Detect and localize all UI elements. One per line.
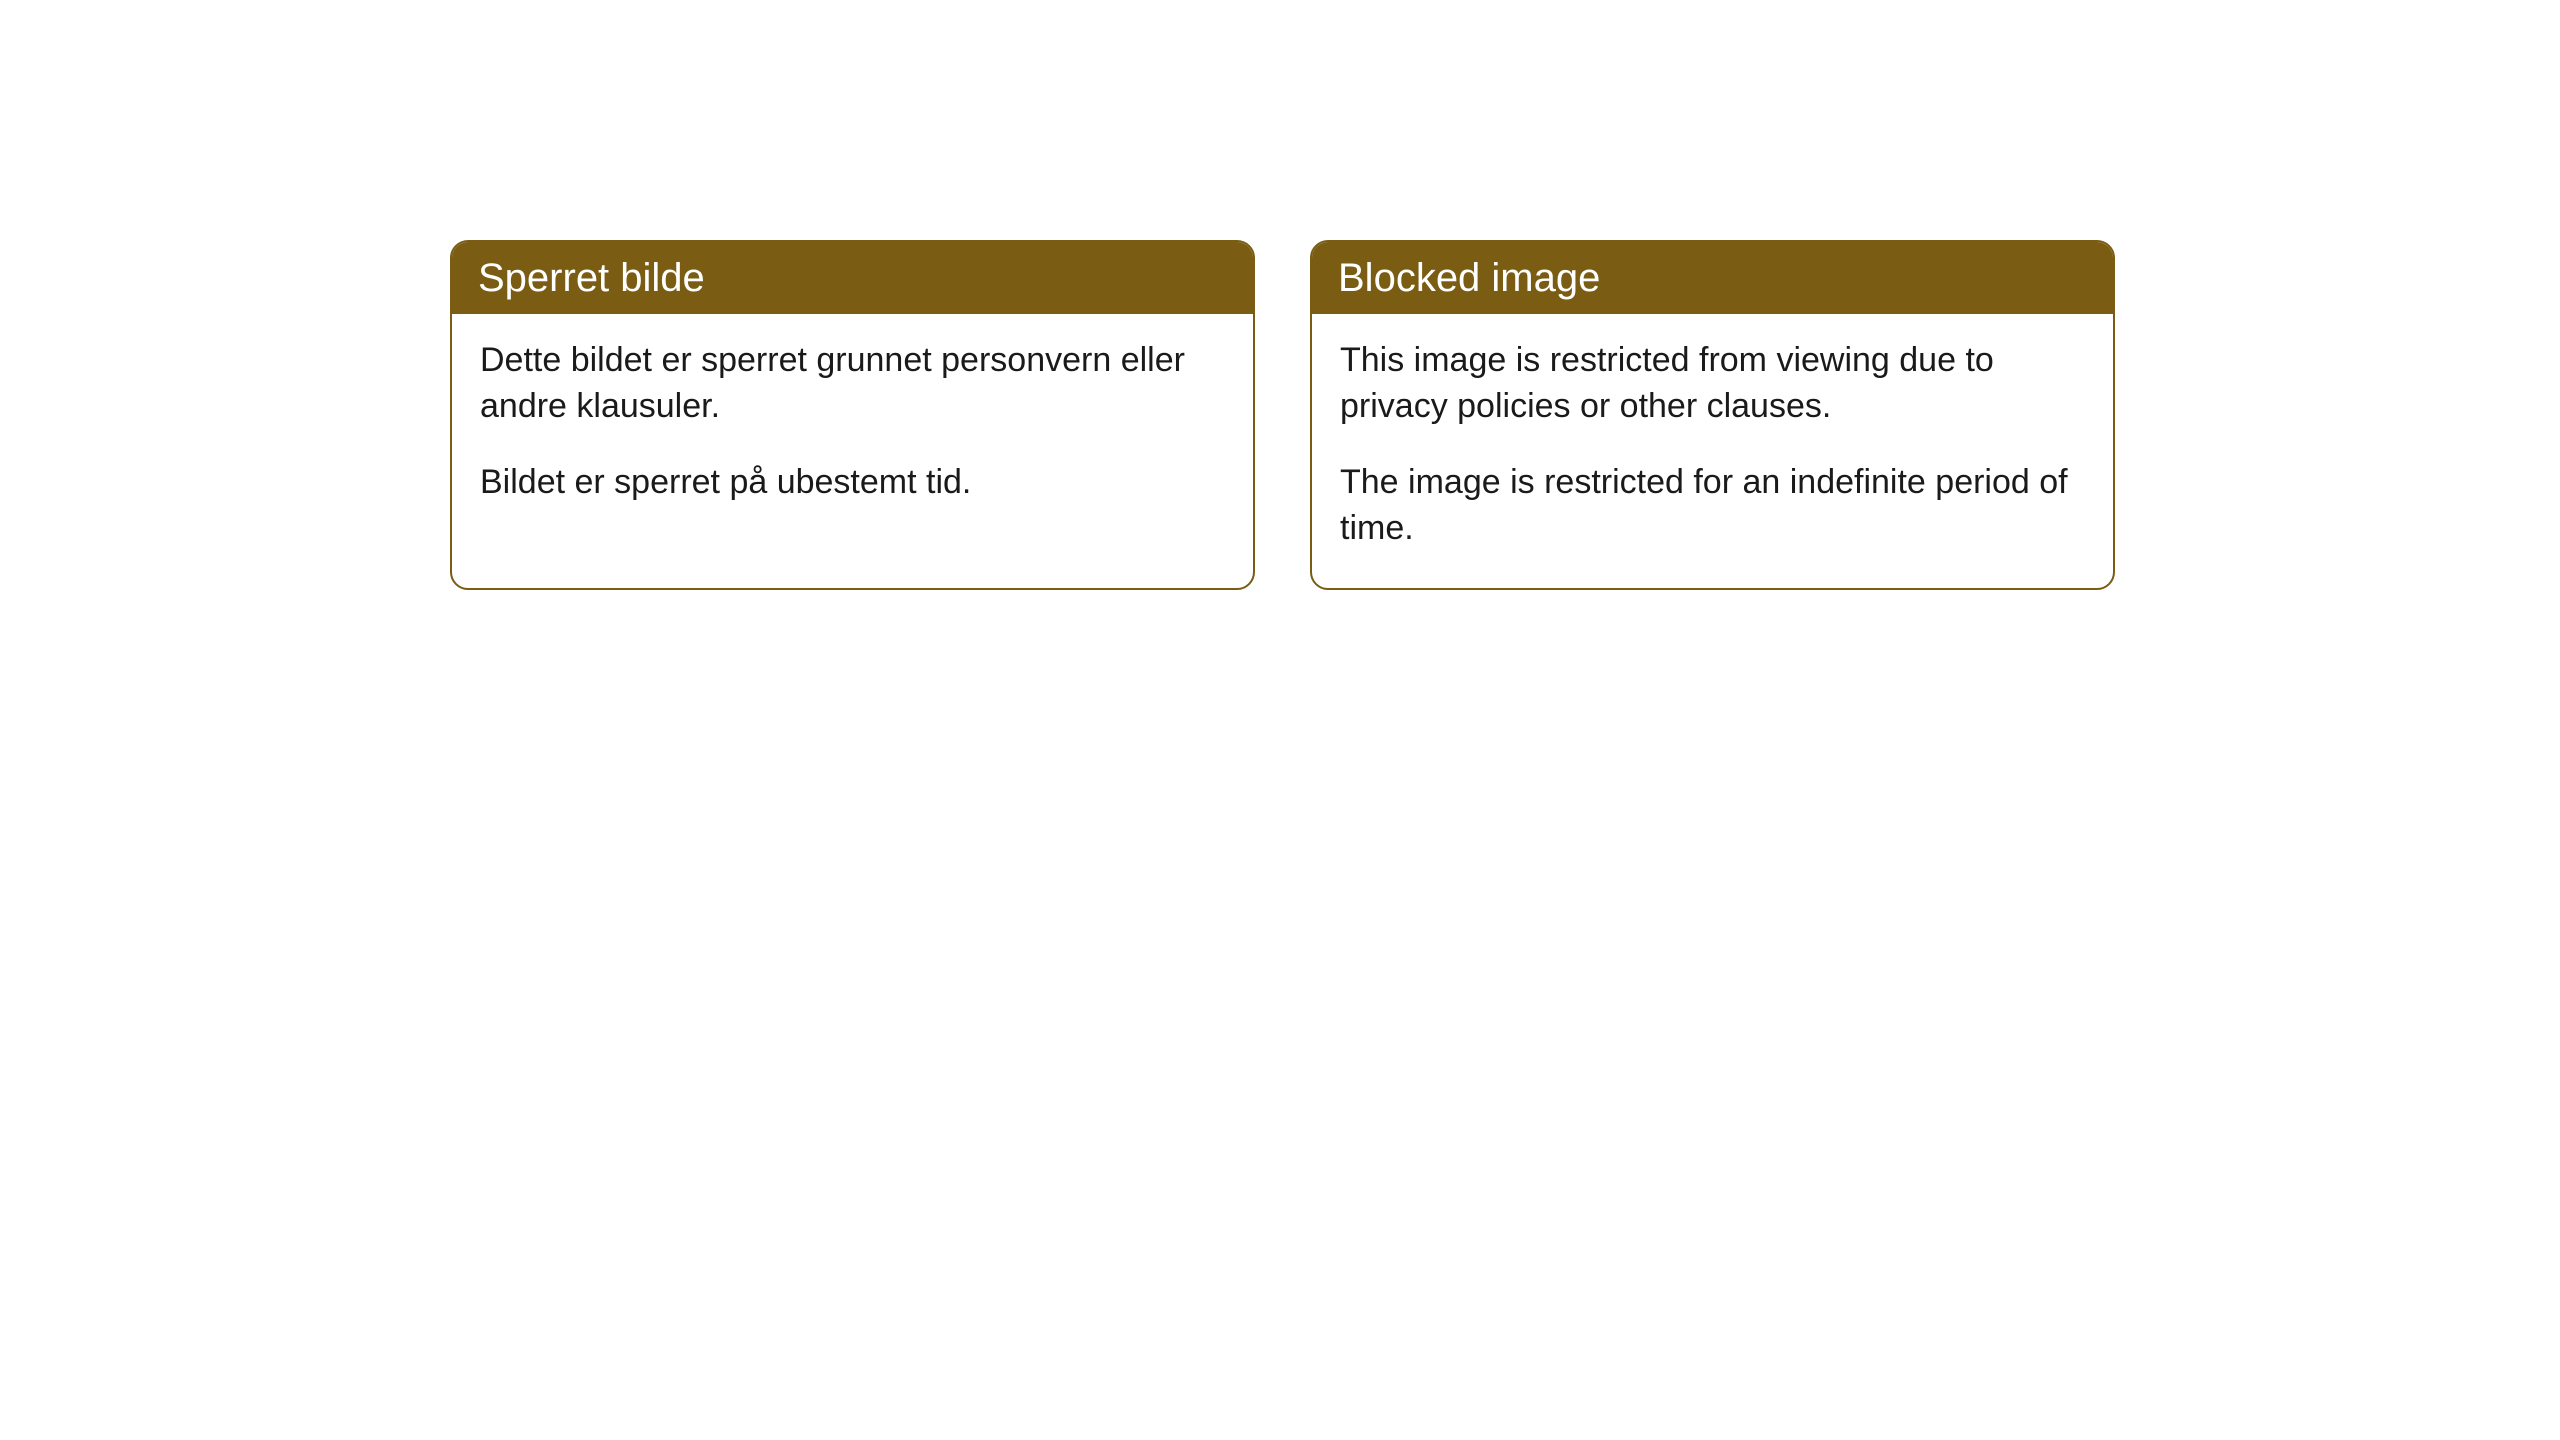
panel-paragraph: Bildet er sperret på ubestemt tid.: [480, 460, 1225, 506]
panel-title-english: Blocked image: [1312, 242, 2113, 314]
panels-container: Sperret bilde Dette bildet er sperret gr…: [0, 0, 2560, 590]
panel-paragraph: Dette bildet er sperret grunnet personve…: [480, 338, 1225, 430]
panel-body-english: This image is restricted from viewing du…: [1312, 314, 2113, 588]
panel-title-norwegian: Sperret bilde: [452, 242, 1253, 314]
panel-body-norwegian: Dette bildet er sperret grunnet personve…: [452, 314, 1253, 542]
panel-norwegian: Sperret bilde Dette bildet er sperret gr…: [450, 240, 1255, 590]
panel-paragraph: This image is restricted from viewing du…: [1340, 338, 2085, 430]
panel-paragraph: The image is restricted for an indefinit…: [1340, 460, 2085, 552]
panel-english: Blocked image This image is restricted f…: [1310, 240, 2115, 590]
